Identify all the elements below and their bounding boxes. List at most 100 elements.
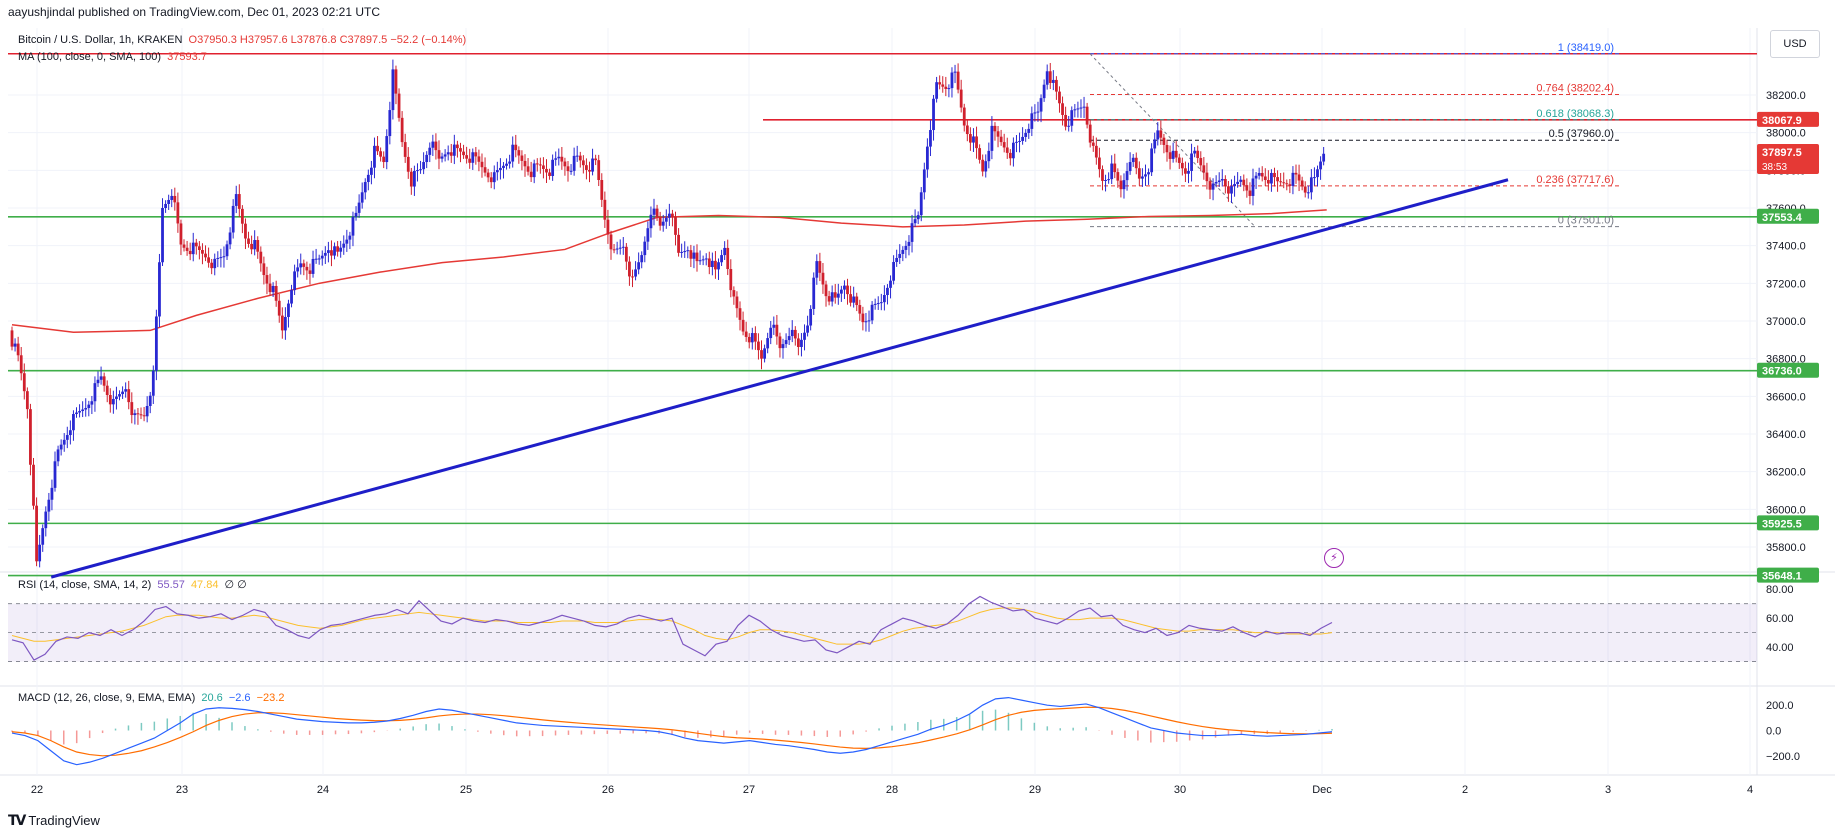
candle-body [108,395,112,405]
candle-body [661,221,665,226]
candle-body [809,308,813,326]
price-tag-label: 35925.5 [1762,518,1802,530]
price-tick-label: 37400.0 [1766,241,1806,253]
candle-body [231,205,235,233]
candle-body [495,170,499,173]
candle-body [413,170,416,187]
rsi-extra: ∅ ∅ [224,579,247,591]
candle-body [366,174,370,183]
candle-body [1297,174,1301,181]
candle-body [793,329,797,339]
candle-body [1208,181,1212,190]
candle-body [959,89,963,108]
candle-body [542,165,545,169]
candle-body [1055,79,1058,92]
candle-body [1018,140,1021,142]
candle-body [677,234,680,253]
candle-body [1042,84,1046,99]
x-tick-label: 3 [1605,784,1611,796]
candle-body [296,267,300,272]
ma-value: 37593.7 [167,51,207,63]
candle-body [839,289,843,294]
candle-body [459,148,462,152]
candle-body [1220,178,1224,181]
candle-body [993,125,997,132]
candle-body [142,415,146,417]
candle-body [182,244,186,248]
candle-body [575,155,579,157]
lightning-icon[interactable]: ⚡ [1324,548,1344,568]
candle-body [769,327,773,339]
candle-body [790,329,794,337]
candle-body [99,376,103,380]
candle-body [1141,176,1144,179]
candle-body [717,262,720,270]
candle-body [674,216,677,235]
candle-body [225,244,229,257]
candle-body [867,320,871,322]
candle-body [953,71,957,73]
ma-label: MA (100, close, 0, SMA, 100) [18,51,162,63]
candle-body [1002,142,1006,148]
symbol-name: Bitcoin / U.S. Dollar, 1h, KRAKEN [18,34,183,46]
candle-body [53,461,57,488]
candle-body [320,255,324,259]
candle-body [29,409,32,465]
currency-button[interactable]: USD [1770,30,1820,58]
candle-body [428,147,432,155]
candle-body [1199,158,1203,166]
candle-body [655,208,659,218]
candle-body [35,505,38,562]
macd-line-value: −2.6 [228,692,251,704]
tradingview-logo-icon: 𝗧𝗩 [8,812,26,828]
candle-body [148,395,152,407]
candle-body [1263,176,1267,181]
candle-body [93,383,97,402]
candle-body [434,141,438,151]
price-tick-label: 35800.0 [1766,542,1806,554]
candle-body [1131,157,1135,163]
candle-body [1205,172,1209,182]
candle-body [145,406,149,417]
candle-body [32,464,35,506]
candle-body [806,325,809,333]
candle-body [1165,144,1169,153]
candle-body [1214,182,1218,184]
rsi-tick-label: 60.00 [1766,613,1794,625]
candle-body [22,373,26,392]
footer-logo[interactable]: 𝗧𝗩 TradingView [8,812,100,829]
candle-body [1254,175,1258,179]
candle-body [1227,186,1230,194]
candle-body [1242,179,1246,186]
candle-body [821,272,825,285]
candle-body [1147,172,1150,175]
candle-body [800,339,803,347]
candle-body [213,258,217,269]
candle-body [277,300,281,316]
candle-body [925,146,929,170]
candle-body [41,528,45,545]
candle-body [161,208,164,263]
candle-body [836,293,840,298]
candle-body [1251,178,1255,196]
candle-body [1288,184,1292,186]
candle-body [624,246,628,262]
candle-body [62,439,66,445]
candle-body [492,172,496,183]
candle-body [130,402,134,416]
x-tick-label: 24 [317,784,329,796]
candle-body [419,169,422,171]
candle-body [311,258,315,274]
x-tick-label: 22 [31,784,43,796]
candle-body [268,283,272,293]
candle-body [382,156,386,163]
candle-body [569,170,573,172]
candle-body [578,155,582,161]
candle-body [176,202,180,224]
candle-body [750,333,754,343]
candle-body [394,69,398,94]
candle-body [753,333,757,342]
candle-body [265,275,269,284]
candle-body [483,167,487,173]
